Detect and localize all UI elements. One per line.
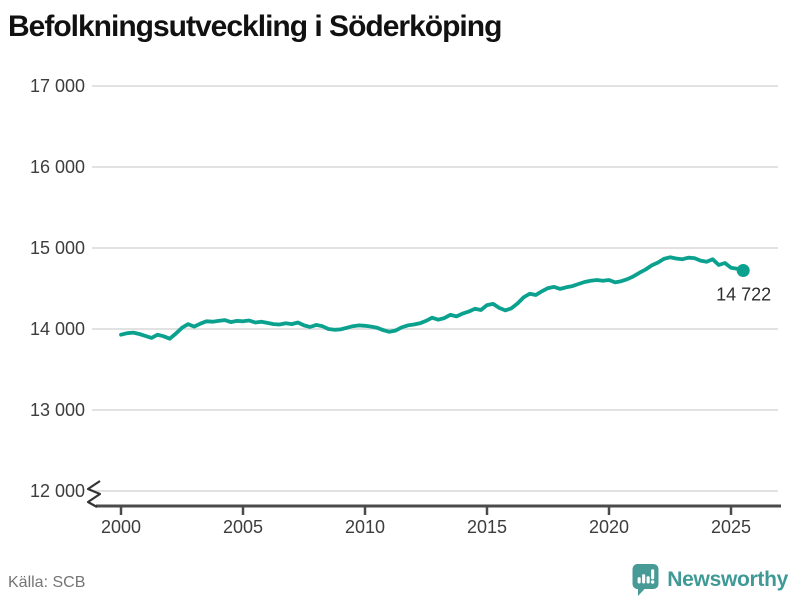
x-tick-label: 2020: [589, 517, 629, 537]
bar-chart-speech-bubble-icon: [632, 564, 659, 596]
y-tick-label: 16 000: [30, 157, 85, 177]
newsworthy-logo: Newsworthy: [631, 563, 788, 596]
y-tick-label: 17 000: [30, 76, 85, 96]
series-line: [119, 255, 746, 341]
x-tick-label: 2000: [101, 517, 141, 537]
end-value-label: 14 722: [716, 285, 771, 305]
axis-break-icon: [86, 480, 102, 508]
y-tick-label: 14 000: [30, 319, 85, 339]
x-tick-label: 2010: [345, 517, 385, 537]
x-tick-label: 2025: [711, 517, 751, 537]
brand-name: Newsworthy: [667, 567, 788, 591]
x-tick-label: 2015: [467, 517, 507, 537]
y-tick-label: 12 000: [30, 481, 85, 501]
page-title: Befolkningsutveckling i Söderköping: [8, 10, 502, 43]
source-label: Källa: SCB: [8, 574, 86, 591]
x-tick-label: 2005: [223, 517, 263, 537]
y-tick-label: 15 000: [30, 238, 85, 258]
end-marker: [736, 264, 750, 278]
population-line-chart: 17 000 16 000 15 000 14 000 13 000 12 000 2000…: [30, 76, 781, 537]
y-tick-label: 13 000: [30, 400, 85, 420]
